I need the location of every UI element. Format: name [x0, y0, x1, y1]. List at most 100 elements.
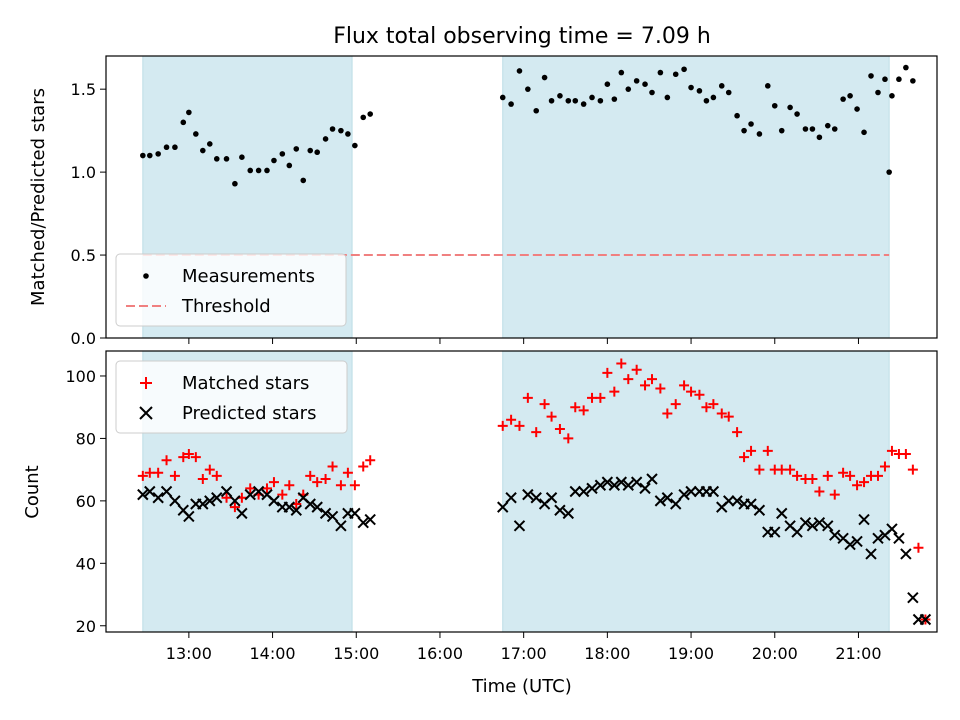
- predicted-star-point: [304, 498, 316, 510]
- predicted-star-point: [137, 488, 149, 501]
- measurement-point: [565, 97, 572, 104]
- measurement-point: [840, 96, 846, 102]
- predicted-star-point: [630, 476, 643, 488]
- plot-frame: [105, 350, 938, 633]
- measurement-point: [882, 76, 888, 83]
- predicted-star-point: [586, 482, 598, 495]
- predicted-star-point: [723, 495, 735, 507]
- measurement-point: [516, 68, 523, 74]
- measurement-point: [533, 107, 540, 114]
- predicted-star-point: [813, 517, 826, 529]
- predicted-star-point: [268, 495, 280, 507]
- matched-star-point: [640, 380, 651, 391]
- matched-star-point: [694, 389, 705, 400]
- measurement-point: [200, 147, 206, 154]
- predicted-star-point: [661, 492, 674, 504]
- measurement-point: [787, 104, 793, 111]
- predicted-star-point: [615, 476, 628, 488]
- measurement-point: [293, 146, 300, 152]
- predicted-star-point: [776, 507, 788, 520]
- y-tick-label: 1.5: [71, 80, 96, 99]
- y-tick-label: 100: [65, 367, 96, 386]
- measurement-point: [672, 71, 679, 78]
- measurement-point: [232, 180, 238, 187]
- measurement-point: [367, 111, 374, 117]
- x-tick-label: 16:00: [417, 644, 463, 663]
- measurement-point: [286, 162, 293, 169]
- matched-star-point: [829, 489, 840, 500]
- matched-star-point: [320, 474, 331, 485]
- measurement-point: [508, 101, 514, 107]
- measurement-point: [802, 126, 809, 132]
- matched-star-point: [327, 461, 338, 472]
- predicted-star-point: [829, 529, 841, 541]
- legend-box: [115, 360, 348, 434]
- legend-label: Matched stars: [182, 373, 309, 394]
- legend-label: Measurements: [182, 266, 315, 287]
- plot-frame: [105, 55, 938, 339]
- predicted-star-point: [554, 504, 566, 516]
- matched-star-point: [312, 477, 323, 488]
- y-tick-label: 0.0: [71, 329, 96, 348]
- predicted-star-point: [562, 507, 575, 520]
- matched-star-point: [514, 420, 525, 431]
- measurement-point: [300, 177, 307, 184]
- matched-star-point: [662, 408, 673, 419]
- matched-star-point: [358, 461, 369, 472]
- predicted-star-point: [545, 492, 558, 504]
- measurement-point: [896, 76, 902, 83]
- legend-box: [115, 253, 347, 327]
- matched-star-point: [268, 477, 279, 488]
- measurement-point: [223, 156, 230, 162]
- matched-star-point: [229, 502, 240, 513]
- matched-star-point: [754, 464, 765, 475]
- predicted-star-point: [646, 473, 658, 485]
- measurement-point: [903, 64, 909, 71]
- predicted-star-point: [678, 488, 690, 501]
- matched-star-point: [776, 464, 787, 475]
- predicted-star-point: [594, 479, 607, 491]
- predicted-star-point: [211, 492, 223, 504]
- matched-star-point: [822, 470, 833, 481]
- matched-star-point: [732, 427, 743, 438]
- matched-star-point: [563, 433, 574, 444]
- legend-x-icon: [139, 406, 153, 420]
- measurement-point: [657, 69, 664, 76]
- matched-star-point: [679, 380, 690, 391]
- matched-star-point: [578, 405, 589, 416]
- legend: Matched stars Predicted stars: [115, 360, 348, 434]
- measurement-point: [589, 94, 595, 101]
- measurement-point: [329, 126, 336, 132]
- x-tick-label: 15:00: [333, 644, 379, 663]
- matched-star-point: [845, 470, 856, 481]
- predicted-star-point: [639, 482, 651, 495]
- x-tick-label: 18:00: [584, 644, 630, 663]
- matched-star-point: [595, 392, 606, 403]
- matched-star-point: [708, 399, 719, 410]
- predicted-star-point: [283, 501, 296, 513]
- matched-star-point: [570, 402, 581, 413]
- matched-star-point: [204, 464, 215, 475]
- measurement-point: [499, 94, 506, 101]
- predicted-star-point: [252, 485, 265, 498]
- x-axis-label: Time (UTC): [471, 676, 572, 697]
- predicted-star-point: [522, 488, 534, 501]
- measurement-point: [193, 131, 199, 137]
- predicted-star-point: [349, 507, 361, 520]
- top-y-axis-label: Matched/Predicted stars: [28, 88, 49, 306]
- measurement-point: [910, 78, 916, 84]
- matched-star-point: [716, 408, 727, 419]
- measurement-point: [809, 126, 816, 132]
- predicted-star-point: [497, 501, 509, 513]
- predicted-star-point: [236, 507, 248, 520]
- measurement-point: [734, 112, 740, 119]
- measurement-point: [847, 93, 853, 99]
- matched-star-point: [342, 467, 353, 478]
- matched-star-point: [137, 470, 148, 481]
- matched-star-point: [879, 461, 890, 472]
- matched-star-point: [762, 445, 773, 456]
- measurement-point: [875, 89, 881, 96]
- predicted-star-point: [919, 613, 932, 626]
- measurement-point: [172, 144, 178, 151]
